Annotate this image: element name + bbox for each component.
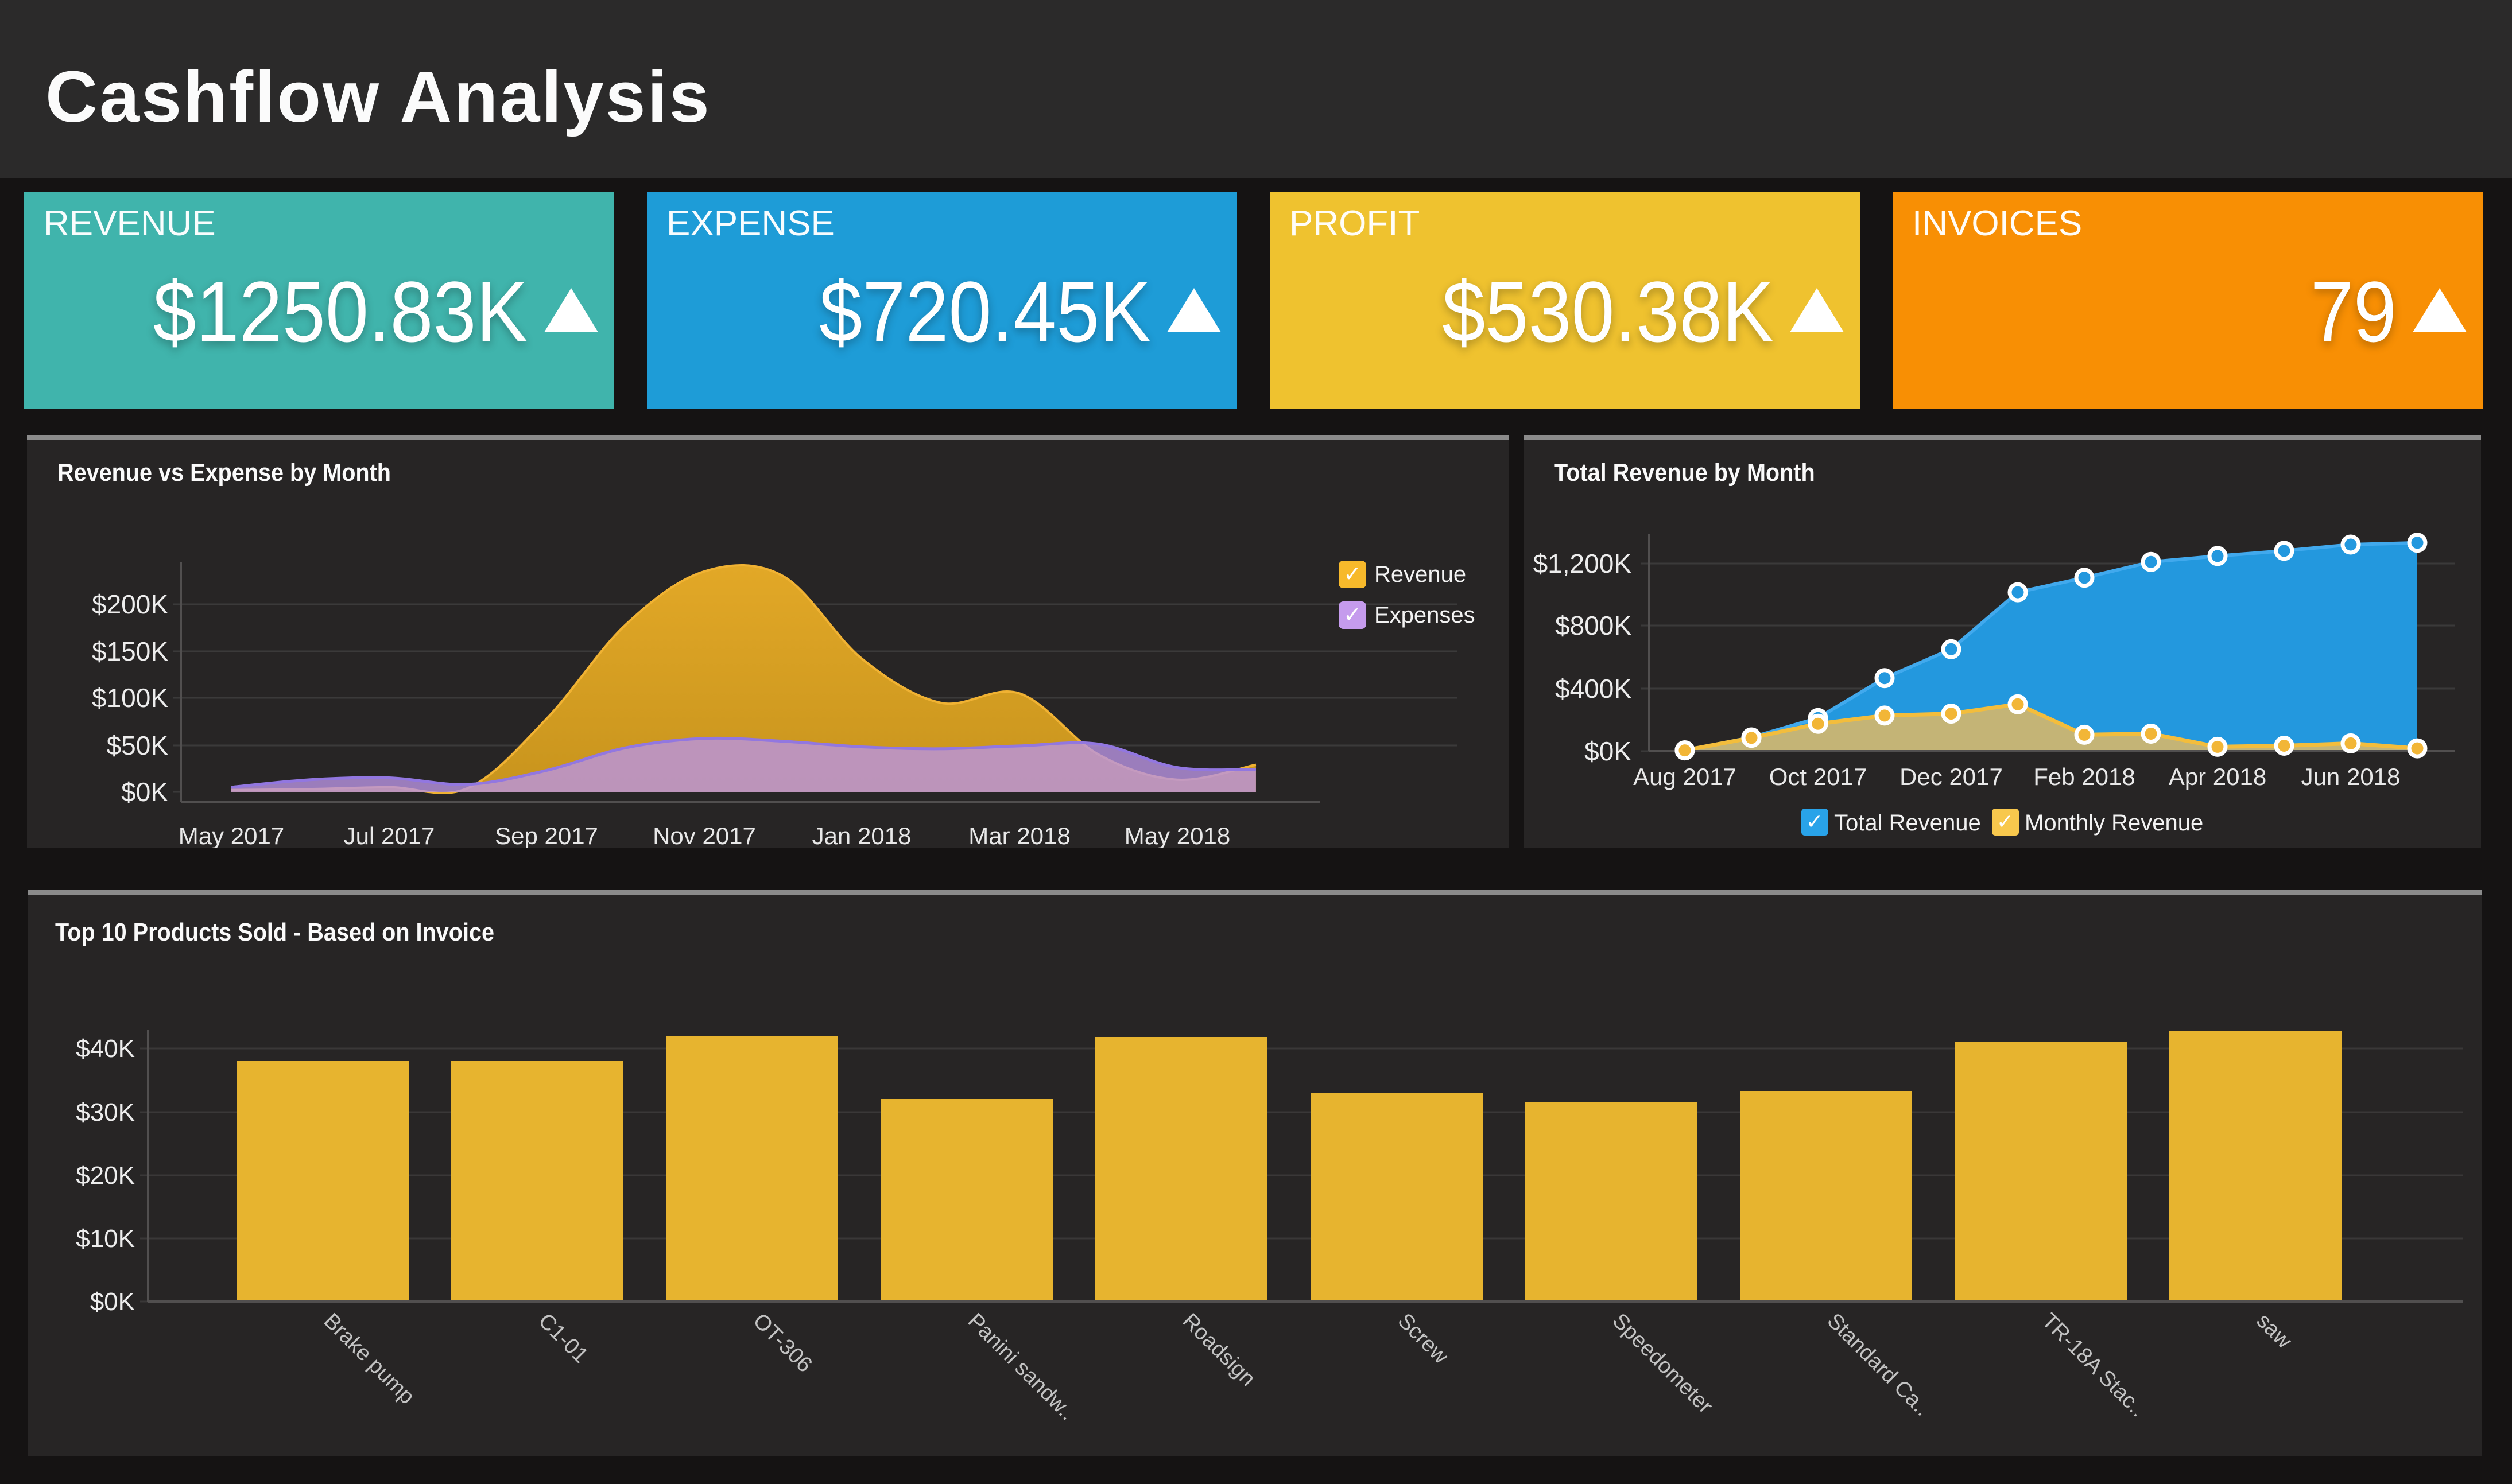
svg-text:$0K: $0K xyxy=(1584,736,1631,766)
svg-text:Apr 2018: Apr 2018 xyxy=(2169,763,2266,790)
svg-text:Screw: Screw xyxy=(1393,1309,1453,1369)
svg-text:TR-18A Stac..: TR-18A Stac.. xyxy=(2037,1309,2150,1422)
svg-text:C1-01: C1-01 xyxy=(534,1309,593,1368)
svg-text:Speedometer: Speedometer xyxy=(1608,1309,1718,1419)
svg-text:Jun 2018: Jun 2018 xyxy=(2301,763,2401,790)
svg-text:$800K: $800K xyxy=(1555,611,1631,640)
svg-text:Sep 2017: Sep 2017 xyxy=(495,822,598,848)
svg-text:Jul 2017: Jul 2017 xyxy=(344,822,435,848)
svg-text:Aug 2017: Aug 2017 xyxy=(1633,763,1736,790)
svg-text:$200K: $200K xyxy=(92,589,168,619)
svg-text:Mar 2018: Mar 2018 xyxy=(968,822,1070,848)
svg-text:$50K: $50K xyxy=(107,731,169,760)
svg-text:Standard Ca..: Standard Ca.. xyxy=(1823,1309,1935,1421)
svg-text:$150K: $150K xyxy=(92,636,168,666)
svg-text:May 2017: May 2017 xyxy=(179,822,284,848)
svg-text:Total Revenue: Total Revenue xyxy=(1834,810,1981,836)
svg-text:$100K: $100K xyxy=(92,683,168,713)
svg-text:$400K: $400K xyxy=(1555,674,1631,704)
svg-text:Revenue: Revenue xyxy=(1374,562,1466,587)
svg-text:Oct 2017: Oct 2017 xyxy=(1769,763,1867,790)
svg-text:$0K: $0K xyxy=(121,777,168,807)
svg-text:Nov 2017: Nov 2017 xyxy=(653,822,756,848)
svg-text:Monthly Revenue: Monthly Revenue xyxy=(2025,810,2203,836)
svg-text:✓: ✓ xyxy=(1343,603,1362,627)
svg-text:$40K: $40K xyxy=(76,1035,135,1063)
svg-text:Expenses: Expenses xyxy=(1374,603,1475,628)
svg-text:✓: ✓ xyxy=(1997,810,2014,833)
svg-text:✓: ✓ xyxy=(1343,562,1362,586)
svg-text:$1,200K: $1,200K xyxy=(1533,549,1632,578)
svg-text:Panini sandw..: Panini sandw.. xyxy=(963,1309,1080,1425)
svg-text:May 2018: May 2018 xyxy=(1125,822,1230,848)
svg-text:$10K: $10K xyxy=(76,1225,135,1253)
svg-text:✓: ✓ xyxy=(1806,810,1823,833)
svg-text:Feb 2018: Feb 2018 xyxy=(2033,763,2135,790)
svg-text:$30K: $30K xyxy=(76,1098,135,1126)
svg-text:Jan 2018: Jan 2018 xyxy=(812,822,912,848)
svg-text:OT-306: OT-306 xyxy=(749,1309,817,1377)
svg-text:$20K: $20K xyxy=(76,1161,135,1190)
svg-text:Brake pump: Brake pump xyxy=(319,1309,420,1409)
svg-text:Dec 2017: Dec 2017 xyxy=(1899,763,2003,790)
svg-text:$0K: $0K xyxy=(90,1288,135,1316)
svg-text:Roadsign: Roadsign xyxy=(1178,1309,1260,1391)
svg-text:saw: saw xyxy=(2252,1309,2297,1354)
